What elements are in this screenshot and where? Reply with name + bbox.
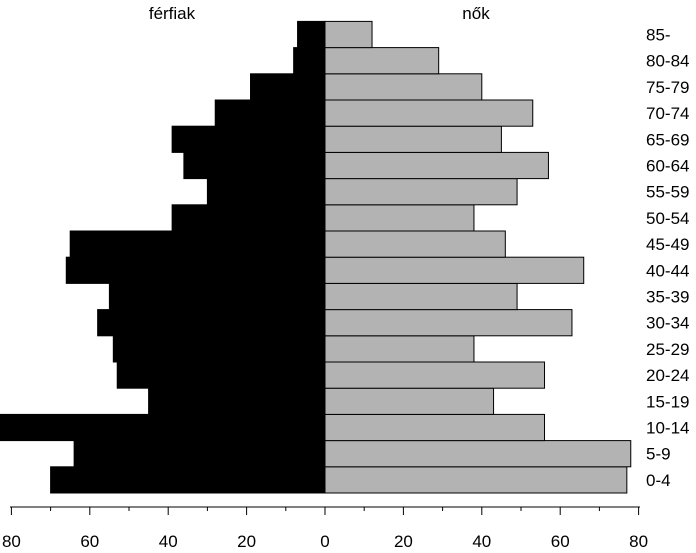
x-tick-label: 80 [2,532,21,551]
category-label-50-54: 50-54 [646,209,689,228]
bar-women-80-84 [324,47,440,75]
bar-women-15-19 [324,387,495,415]
bar-men-70-74 [214,99,326,127]
bar-women-50-54 [324,204,475,232]
category-label-80-84: 80-84 [646,52,689,71]
category-label-70-74: 70-74 [646,104,689,123]
x-tick-label: 40 [472,532,491,551]
category-label-15-19: 15-19 [646,392,689,411]
bar-men-75-79 [250,73,326,101]
category-label-45-49: 45-49 [646,235,689,254]
bar-women-70-74 [324,99,534,127]
bar-men-45-49 [69,230,326,258]
category-label-0-4: 0-4 [646,471,671,490]
bar-men-65-69 [171,125,326,153]
x-tick-label: 20 [237,532,256,551]
x-tick-label: 40 [159,532,178,551]
bar-men-10-14 [0,413,326,442]
category-label-35-39: 35-39 [646,288,689,307]
x-tick-label: 80 [629,532,648,551]
x-tick-label: 60 [551,532,570,551]
x-tick-label: 20 [394,532,413,551]
category-label-10-14: 10-14 [646,419,689,438]
bar-women-20-24 [324,361,546,389]
category-label-20-24: 20-24 [646,366,689,385]
bar-women-65-69 [324,125,502,153]
series-header-men: férfiak [149,4,196,23]
bar-men-50-54 [171,204,326,232]
category-label-25-29: 25-29 [646,340,689,359]
bar-men-25-29 [112,335,326,363]
bar-women-85- [324,20,373,49]
bar-women-5-9 [324,440,632,468]
bar-men-30-34 [97,309,326,337]
bar-men-35-39 [108,282,326,311]
category-label-5-9: 5-9 [646,445,671,464]
category-label-60-64: 60-64 [646,157,689,176]
bar-women-0-4 [324,466,628,494]
bar-women-30-34 [324,309,573,337]
bar-women-55-59 [324,178,518,206]
category-label-55-59: 55-59 [646,183,689,202]
category-label-30-34: 30-34 [646,314,689,333]
bar-men-20-24 [116,361,326,389]
bar-men-80-84 [293,47,326,75]
series-header-women: nők [462,4,490,23]
x-tick-label: 60 [80,532,99,551]
bar-women-35-39 [324,282,518,311]
bar-women-60-64 [324,151,549,180]
bar-men-0-4 [50,466,326,494]
x-tick-label: 0 [320,532,329,551]
bar-men-85- [297,20,326,49]
bar-women-25-29 [324,335,475,363]
bar-women-45-49 [324,230,506,258]
category-label-85-: 85- [646,26,671,45]
category-labels: 0-4 5-9 10-14 15-19 20-24 25-29 30-34 35-39 40-4… [646,26,689,490]
category-label-75-79: 75-79 [646,78,689,97]
x-axis: 80 60 40 20 0 20 40 60 80 [2,506,648,551]
bar-women-10-14 [324,413,546,442]
bar-women-75-79 [324,73,483,101]
category-label-65-69: 65-69 [646,130,689,149]
bar-men-40-44 [65,256,326,284]
bar-men-5-9 [73,440,326,468]
bar-women-40-44 [324,256,585,284]
bar-men-60-64 [183,151,326,180]
bar-men-55-59 [206,178,326,206]
bar-men-15-19 [148,387,326,415]
category-label-40-44: 40-44 [646,261,689,280]
bars-group [0,20,632,494]
